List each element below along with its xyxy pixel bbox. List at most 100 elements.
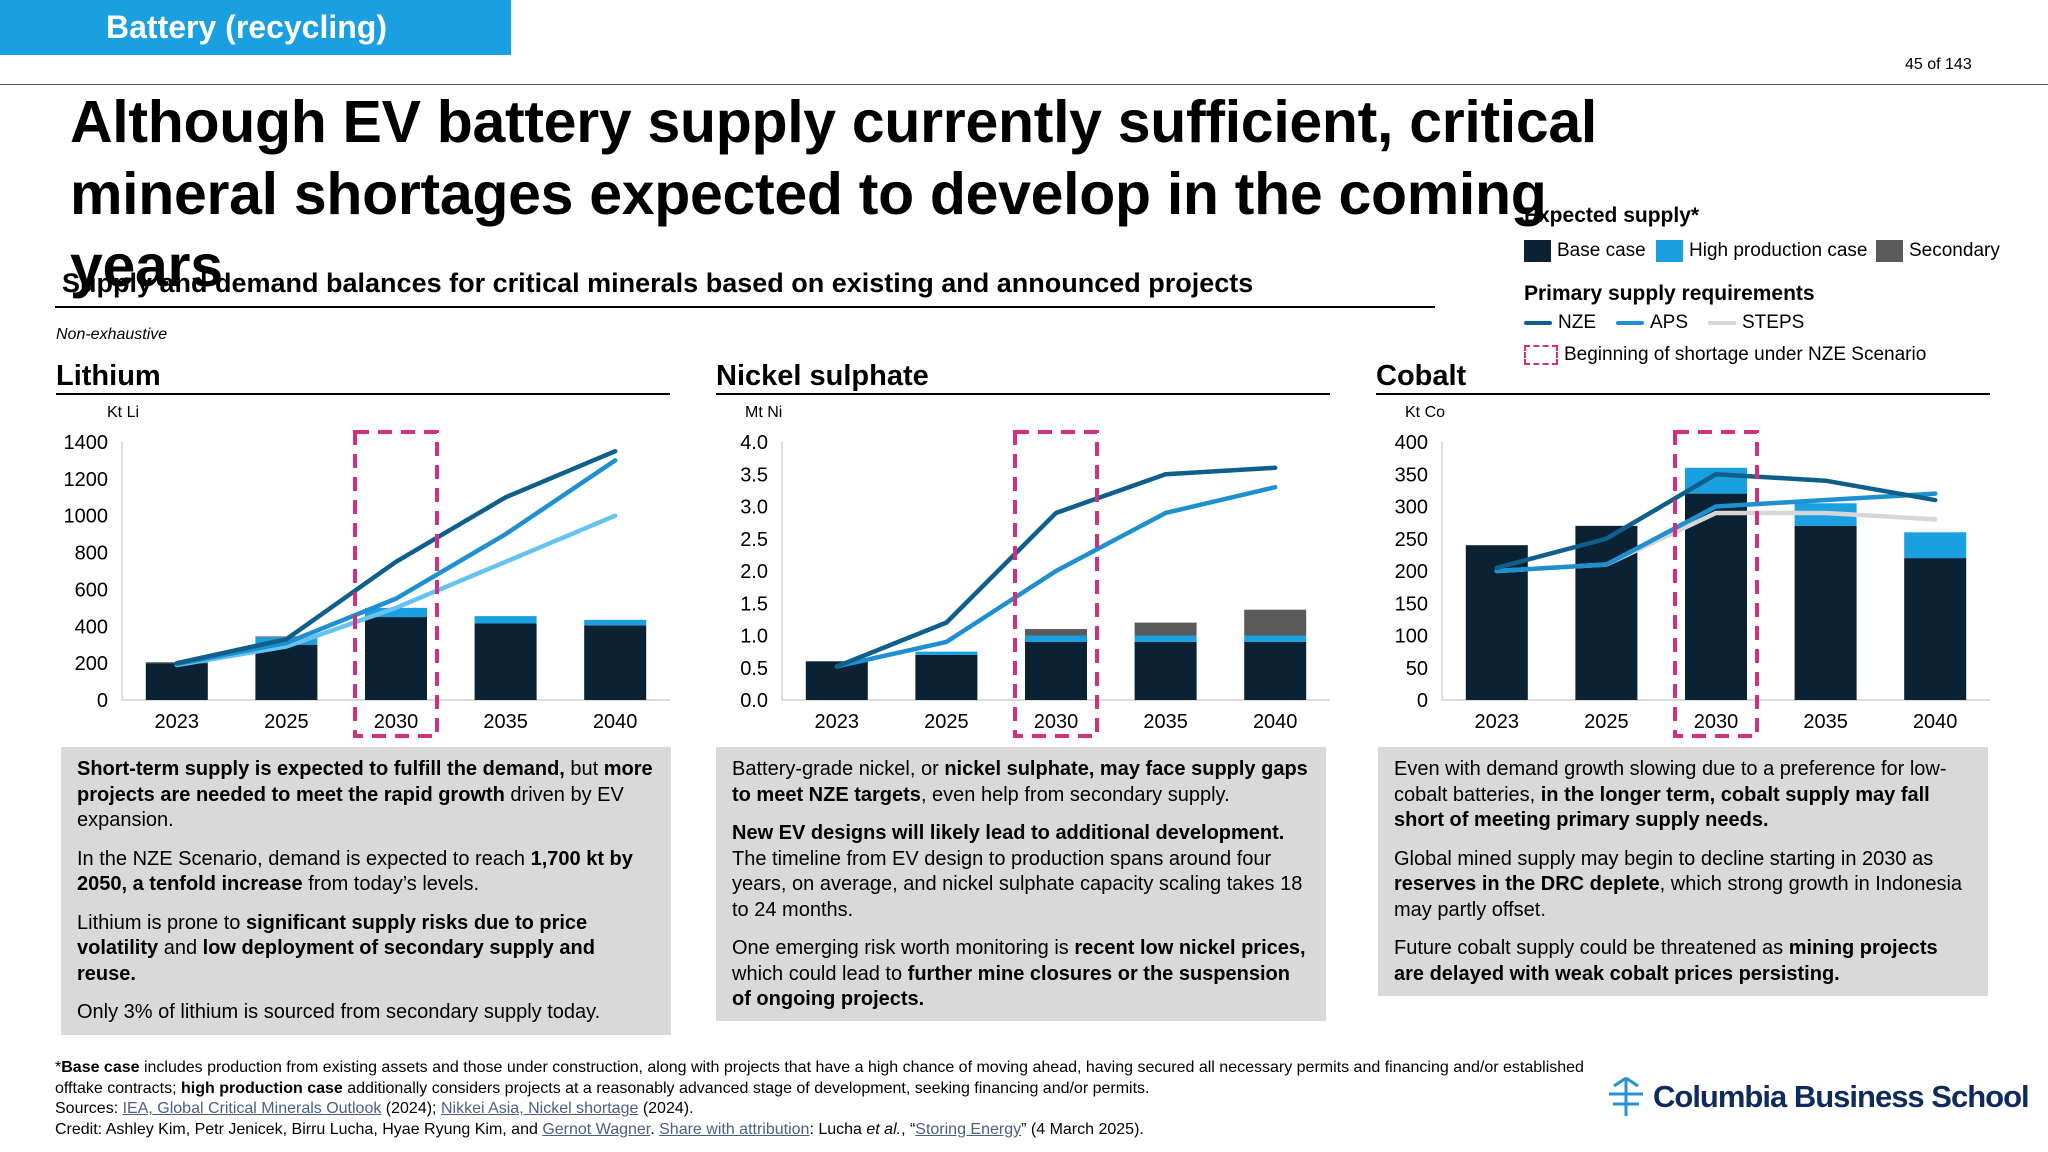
credit-text: . xyxy=(650,1120,660,1138)
credit-text: ” (4 March 2025). xyxy=(1021,1120,1144,1138)
bar-base-case xyxy=(915,654,978,700)
storing-energy-link[interactable]: Storing Energy xyxy=(915,1120,1022,1138)
legend-aps: APS xyxy=(1616,312,1688,334)
bar-high-production-case xyxy=(1134,635,1197,642)
author-link[interactable]: Gernot Wagner xyxy=(542,1120,651,1138)
body-text: Even with demand growth slowing due to a… xyxy=(1394,758,1947,806)
legend-label: Beginning of shortage under NZE Scenario xyxy=(1564,344,1927,365)
nickel-chart: Nickel sulphate Mt Ni 0.0 0.5 1.0 1.5 2.0 2.5… xyxy=(716,360,1336,740)
y-tick-label: 0 xyxy=(97,690,108,712)
lithium-textbox: Short-term supply is expected to fulfill… xyxy=(61,747,671,1035)
sources-label: Sources: xyxy=(55,1100,123,1117)
y-tick-label: 3.0 xyxy=(740,497,768,519)
chart-title-underline xyxy=(1376,393,1990,395)
line-aps xyxy=(1494,491,1938,574)
logo-text: Columbia Business School xyxy=(1653,1079,2030,1114)
x-tick-label: 2035 xyxy=(1143,711,1188,733)
credit-text: : Lucha xyxy=(809,1120,867,1138)
bar-base-case xyxy=(474,623,537,700)
secondary-swatch xyxy=(1876,240,1903,262)
y-tick-label: 600 xyxy=(75,579,108,601)
crown-icon xyxy=(1609,1076,1643,1116)
shortage-marker xyxy=(1013,430,1099,738)
y-tick-label: 50 xyxy=(1406,658,1428,680)
legend-label: STEPS xyxy=(1742,312,1805,333)
body-text: which could lead to xyxy=(732,962,908,985)
bar-base-case xyxy=(1244,641,1307,700)
nze-line-swatch xyxy=(1524,321,1552,325)
emphasis-text: nickel sulphate, may face supply gaps to… xyxy=(732,758,1308,806)
legend-secondary: Secondary xyxy=(1876,240,2000,262)
bar-high-production-case xyxy=(1685,467,1747,494)
emphasis-text: recent low nickel prices, xyxy=(1074,937,1306,959)
y-tick-label: 0.5 xyxy=(740,658,768,680)
legend-requirements-header: Primary supply requirements xyxy=(1524,282,1815,305)
bar-high-production-case xyxy=(1244,635,1307,642)
base-case-swatch xyxy=(1524,240,1551,262)
bar-base-case xyxy=(365,617,427,700)
top-divider xyxy=(0,84,2048,85)
legend-nze: NZE xyxy=(1524,312,1596,334)
y-tick-label: 250 xyxy=(1395,529,1428,551)
legend-label: High production case xyxy=(1689,240,1868,261)
section-tag: Battery (recycling) xyxy=(0,0,511,55)
body-text: One emerging risk worth monitoring is xyxy=(732,937,1075,959)
x-tick-label: 2023 xyxy=(155,711,200,733)
y-tick-label: 350 xyxy=(1395,464,1428,486)
bar-high-production-case xyxy=(1025,635,1087,642)
body-text: In the NZE Scenario, demand is expected … xyxy=(77,847,531,870)
x-tick-label: 2025 xyxy=(264,711,309,733)
y-tick-label: 2.0 xyxy=(740,561,768,583)
source-link-iea[interactable]: IEA, Global Critical Minerals Outlook xyxy=(122,1100,382,1117)
bar-secondary xyxy=(1244,609,1307,636)
line-aps xyxy=(174,458,618,667)
body-text: Lithium is prone to xyxy=(77,911,246,934)
attribution-link[interactable]: Share with attribution xyxy=(659,1120,810,1138)
emphasis-text: significant supply risks due to price vo… xyxy=(77,911,588,960)
footnote: *Base case includes production from exis… xyxy=(55,1058,1615,1140)
emphasis-text: 1,700 kt by 2050, a tenfold increase xyxy=(77,847,633,896)
high-production-swatch xyxy=(1656,240,1683,262)
x-tick-label: 2030 xyxy=(374,711,419,733)
box-paragraph: Global mined supply may begin to decline… xyxy=(1394,847,1972,924)
subtitle-divider xyxy=(55,306,1435,308)
aps-line-swatch xyxy=(1616,321,1644,325)
columbia-logo: Columbia Business School xyxy=(1605,1074,2030,1120)
legend-label: APS xyxy=(1650,312,1689,333)
credit-text: Credit: Ashley Kim, Petr Jenicek, Birru … xyxy=(55,1120,543,1138)
x-tick-label: 2025 xyxy=(1584,711,1629,733)
bar-high-production-case xyxy=(365,607,427,618)
sources-line: Sources: IEA, Global Critical Minerals O… xyxy=(55,1099,1615,1120)
body-text: The timeline from EV design to productio… xyxy=(732,847,1303,921)
footnote-term: Base case xyxy=(61,1059,140,1076)
credit-line: Credit: Ashley Kim, Petr Jenicek, Birru … xyxy=(55,1120,1615,1141)
body-text: and xyxy=(158,937,203,959)
lithium-chart: Lithium Kt Li 0 200 400 600 800 1000 1200 1400 2… xyxy=(56,360,676,740)
bar-high-production-case xyxy=(915,651,978,655)
x-tick-label: 2040 xyxy=(1913,711,1958,733)
bar-secondary xyxy=(1025,629,1087,636)
emphasis-text: further mine closures or the suspension … xyxy=(732,962,1290,1011)
x-tick-label: 2040 xyxy=(593,711,638,733)
sources-text: (2024). xyxy=(638,1100,694,1117)
emphasis-text: mining projects are delayed with weak co… xyxy=(1394,937,1938,985)
body-text: Battery-grade nickel, or xyxy=(732,758,945,780)
body-text: , even help from secondary supply. xyxy=(920,783,1230,806)
bar-base-case xyxy=(1685,493,1747,700)
shortage-marker xyxy=(1673,430,1759,738)
x-tick-label: 2040 xyxy=(1253,711,1298,733)
legend-supply-header: Expected supply* xyxy=(1524,204,1700,227)
chart-title: Lithium xyxy=(56,360,161,392)
source-link-nikkei[interactable]: Nikkei Asia, Nickel shortage xyxy=(440,1100,639,1117)
steps-line-swatch xyxy=(1708,321,1736,325)
x-tick-label: 2035 xyxy=(483,711,527,733)
y-axis-unit: Kt Li xyxy=(107,404,140,421)
box-paragraph: Lithium is prone to significant supply r… xyxy=(77,911,655,988)
footnote-text: additionally considers projects at a rea… xyxy=(342,1079,1150,1097)
line-aps xyxy=(834,484,1278,669)
y-axis-unit: Mt Ni xyxy=(745,404,783,421)
body-text: Only 3% of lithium is sourced from secon… xyxy=(77,1001,601,1023)
y-tick-label: 300 xyxy=(1395,497,1428,519)
y-tick-label: 0 xyxy=(1417,690,1428,712)
bar-high-production-case xyxy=(584,619,647,626)
